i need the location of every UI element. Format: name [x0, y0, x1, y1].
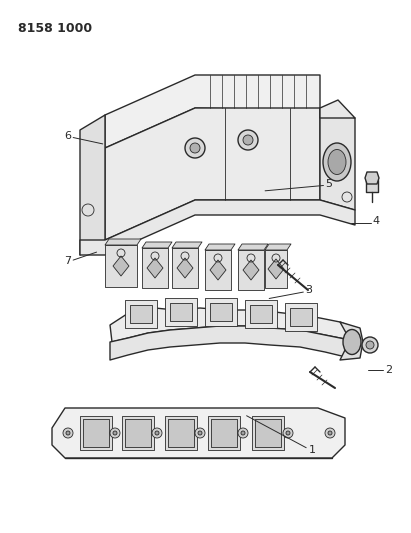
- Circle shape: [238, 428, 248, 438]
- Circle shape: [286, 431, 290, 435]
- Ellipse shape: [323, 143, 351, 181]
- Polygon shape: [168, 419, 194, 447]
- Polygon shape: [165, 298, 197, 326]
- Polygon shape: [122, 416, 154, 450]
- Polygon shape: [210, 303, 232, 321]
- Polygon shape: [105, 75, 320, 148]
- Polygon shape: [255, 419, 281, 447]
- Text: 2: 2: [385, 366, 392, 375]
- Circle shape: [152, 428, 162, 438]
- Text: 4: 4: [372, 216, 380, 226]
- Polygon shape: [105, 239, 141, 245]
- Polygon shape: [205, 250, 231, 290]
- Circle shape: [241, 431, 245, 435]
- Polygon shape: [268, 259, 284, 279]
- Polygon shape: [205, 244, 235, 250]
- Polygon shape: [211, 419, 237, 447]
- Polygon shape: [366, 180, 378, 192]
- Polygon shape: [147, 258, 163, 278]
- Text: 1: 1: [309, 446, 316, 455]
- Polygon shape: [110, 326, 350, 360]
- Polygon shape: [142, 242, 172, 248]
- Polygon shape: [110, 308, 355, 342]
- Polygon shape: [80, 115, 105, 255]
- Polygon shape: [105, 245, 137, 287]
- Polygon shape: [250, 305, 272, 323]
- Ellipse shape: [343, 329, 361, 354]
- Polygon shape: [252, 416, 284, 450]
- Polygon shape: [320, 108, 355, 210]
- Polygon shape: [340, 322, 363, 360]
- Polygon shape: [238, 250, 264, 290]
- Polygon shape: [125, 419, 151, 447]
- Polygon shape: [165, 416, 197, 450]
- Circle shape: [66, 431, 70, 435]
- Circle shape: [243, 135, 253, 145]
- Polygon shape: [80, 416, 112, 450]
- Text: 3: 3: [305, 286, 312, 295]
- Polygon shape: [245, 300, 277, 328]
- Polygon shape: [170, 303, 192, 321]
- Circle shape: [185, 138, 205, 158]
- Polygon shape: [205, 298, 237, 326]
- Polygon shape: [142, 248, 168, 288]
- Polygon shape: [52, 408, 345, 458]
- Polygon shape: [320, 100, 355, 118]
- Polygon shape: [130, 305, 152, 323]
- Circle shape: [238, 130, 258, 150]
- Text: 7: 7: [64, 256, 72, 266]
- Polygon shape: [210, 260, 226, 280]
- Polygon shape: [172, 248, 198, 288]
- Polygon shape: [113, 256, 129, 276]
- Circle shape: [283, 428, 293, 438]
- Polygon shape: [265, 250, 287, 288]
- Polygon shape: [243, 260, 259, 280]
- Polygon shape: [238, 244, 268, 250]
- Circle shape: [362, 337, 378, 353]
- Polygon shape: [105, 108, 320, 240]
- Circle shape: [110, 428, 120, 438]
- Circle shape: [328, 431, 332, 435]
- Circle shape: [113, 431, 117, 435]
- Polygon shape: [265, 244, 291, 250]
- Circle shape: [190, 143, 200, 153]
- Text: 5: 5: [325, 179, 332, 189]
- Circle shape: [63, 428, 73, 438]
- Text: 6: 6: [64, 131, 72, 141]
- Circle shape: [366, 341, 374, 349]
- Text: 8158 1000: 8158 1000: [18, 21, 92, 35]
- Circle shape: [198, 431, 202, 435]
- Polygon shape: [172, 242, 202, 248]
- Polygon shape: [208, 416, 240, 450]
- Polygon shape: [177, 258, 193, 278]
- Polygon shape: [285, 303, 317, 331]
- Polygon shape: [290, 308, 312, 326]
- Polygon shape: [83, 419, 109, 447]
- Polygon shape: [125, 300, 157, 328]
- Polygon shape: [80, 200, 355, 255]
- Circle shape: [195, 428, 205, 438]
- Ellipse shape: [328, 149, 346, 174]
- Circle shape: [325, 428, 335, 438]
- Polygon shape: [365, 172, 379, 184]
- Circle shape: [155, 431, 159, 435]
